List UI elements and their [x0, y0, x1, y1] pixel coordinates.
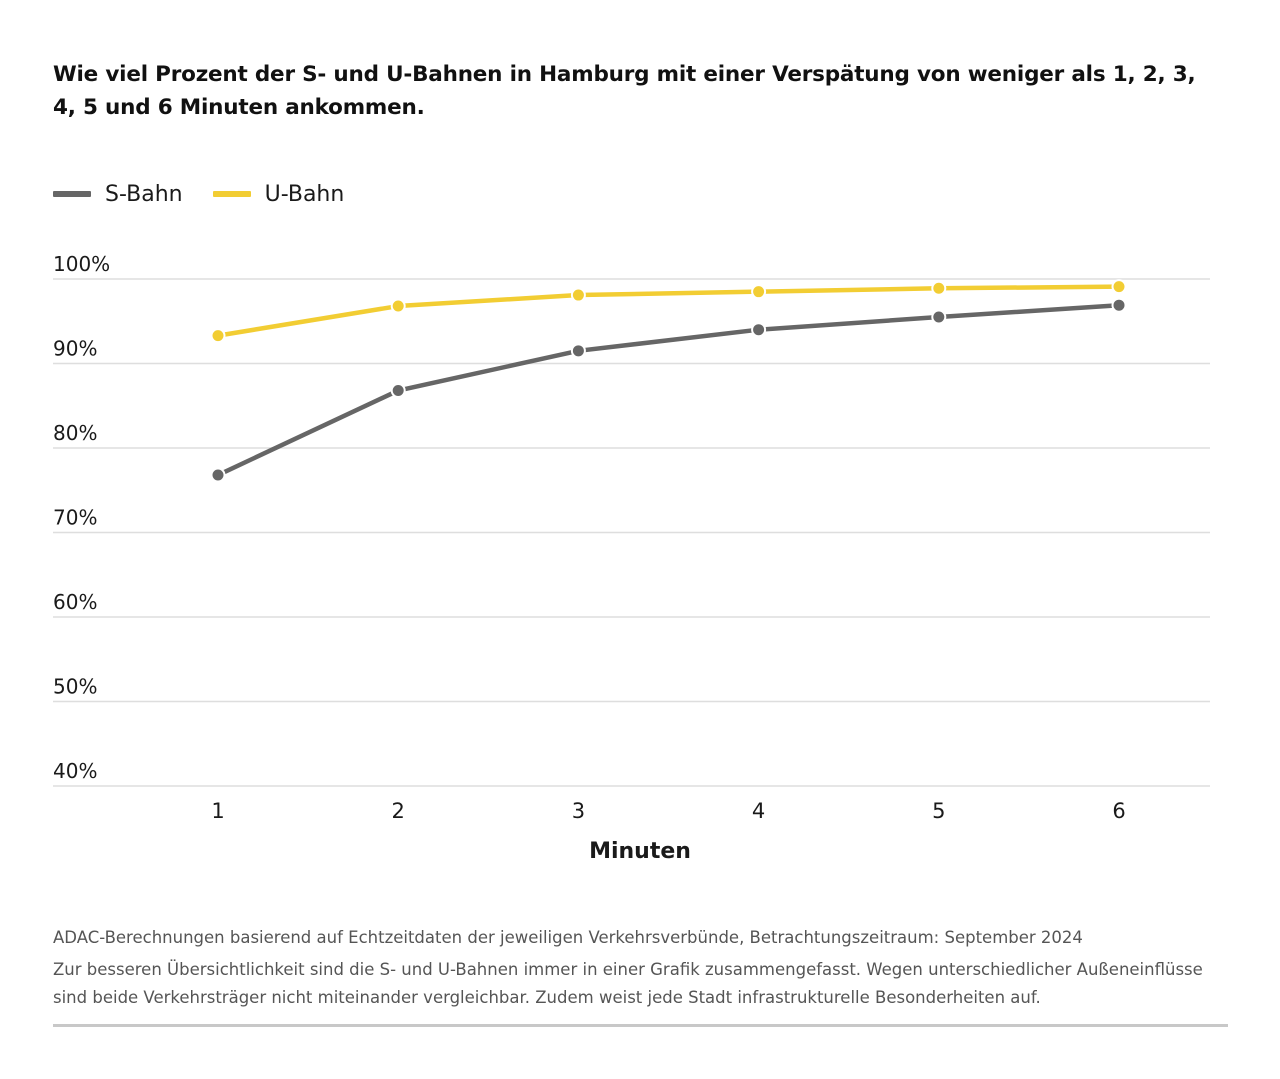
footer: ADAC-Berechnungen basierend auf Echtzeit…	[53, 925, 1233, 1012]
chart-title: Wie viel Prozent der S- und U-Bahnen in …	[53, 62, 1196, 120]
source-note: ADAC-Berechnungen basierend auf Echtzeit…	[53, 928, 1083, 947]
legend-item-s-bahn: S-Bahn	[53, 182, 183, 207]
footer-divider	[53, 1024, 1228, 1027]
y-axis-tick-labels: 40% 50% 60% 70% 80% 90% 100%	[53, 252, 110, 783]
legend-item-u-bahn: U-Bahn	[212, 181, 345, 207]
y-tick-label: 40%	[53, 759, 97, 783]
data-point-s-bahn	[751, 322, 767, 338]
legend-label-u-bahn: U-Bahn	[264, 181, 345, 207]
data-point-s-bahn	[390, 383, 406, 399]
x-axis-tick-labels: 1 2 3 4 5 6	[211, 799, 1125, 823]
data-point-u-bahn	[390, 298, 406, 314]
x-tick-label: 1	[211, 799, 224, 823]
legend-label-s-bahn: S-Bahn	[105, 181, 183, 207]
data-point-s-bahn	[210, 467, 226, 483]
line-chart: 40% 50% 60% 70% 80% 90% 100% 1 2 3 4 5 6 Minuten	[53, 252, 1210, 864]
series-lines	[210, 279, 1127, 483]
x-tick-label: 3	[572, 799, 585, 823]
grid-lines	[53, 278, 1210, 787]
data-point-u-bahn	[570, 287, 586, 303]
data-point-u-bahn	[1111, 279, 1127, 295]
y-tick-label: 60%	[53, 590, 97, 614]
y-tick-label: 70%	[53, 506, 97, 530]
y-tick-label: 50%	[53, 675, 97, 699]
x-tick-label: 2	[392, 799, 405, 823]
data-point-s-bahn	[931, 309, 947, 325]
data-point-u-bahn	[210, 328, 226, 344]
legend-swatch-s-bahn	[53, 191, 91, 197]
x-tick-label: 5	[932, 799, 945, 823]
data-point-s-bahn	[570, 343, 586, 359]
data-point-u-bahn	[931, 280, 947, 296]
y-tick-label: 90%	[53, 337, 97, 361]
x-axis-label: Minuten	[589, 839, 691, 864]
y-tick-label: 100%	[53, 252, 110, 276]
y-tick-label: 80%	[53, 421, 97, 445]
series-line-u-bahn	[215, 284, 1122, 338]
legend: S-Bahn U-Bahn	[53, 178, 374, 210]
legend-swatch-u-bahn	[212, 191, 251, 197]
comparison-note: Zur besseren Übersichtlichkeit sind die …	[53, 960, 1203, 1007]
x-tick-label: 6	[1112, 799, 1125, 823]
data-point-u-bahn	[751, 284, 767, 300]
data-point-s-bahn	[1111, 297, 1127, 313]
series-line-s-bahn	[215, 302, 1122, 478]
x-tick-label: 4	[752, 799, 765, 823]
